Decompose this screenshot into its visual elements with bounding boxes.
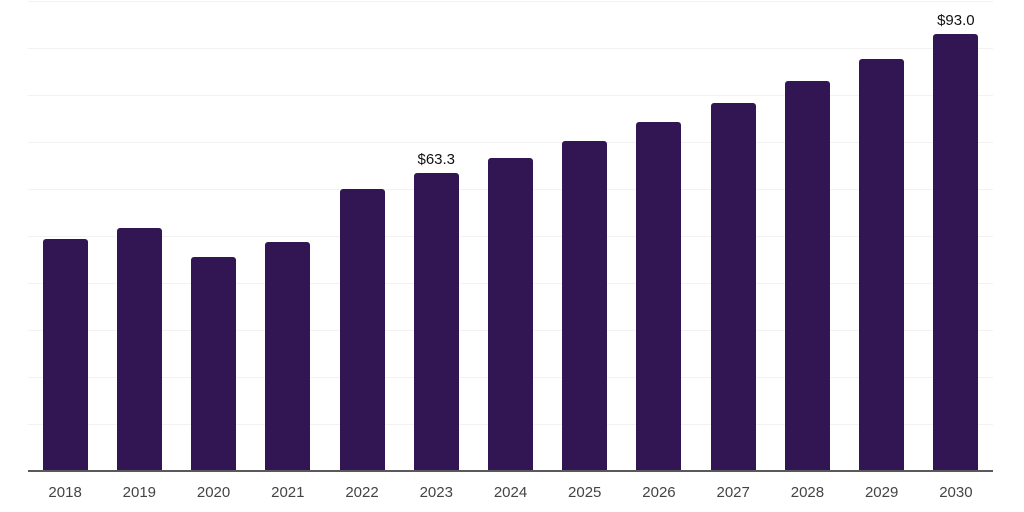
x-tick-label-2019: 2019 [122, 484, 157, 501]
bar-value-label-2023: $63.3 [417, 151, 456, 169]
x-tick-label-2028: 2028 [790, 484, 825, 501]
bar-2024 [488, 157, 533, 471]
bar-2026 [636, 122, 682, 471]
bar-2028 [784, 80, 830, 471]
x-tick-label-2018: 2018 [48, 484, 82, 501]
x-tick-label-2021: 2021 [271, 484, 305, 501]
x-tick-label-2024: 2024 [493, 484, 528, 501]
x-tick-label-2020: 2020 [196, 484, 231, 501]
gridline [28, 142, 993, 143]
gridline [28, 95, 993, 96]
bar-value-label-2030: $93.0 [937, 11, 975, 29]
bar-2020 [191, 257, 237, 471]
x-axis-line [28, 470, 993, 472]
gridline [28, 48, 993, 49]
bar-2018 [42, 239, 88, 471]
x-tick-label-2026: 2026 [642, 484, 676, 501]
bar-2023 [413, 173, 459, 471]
x-tick-label-2025: 2025 [568, 484, 602, 501]
x-tick-label-2029: 2029 [864, 484, 899, 501]
bar-2025 [562, 141, 608, 471]
x-tick-label-2022: 2022 [345, 484, 379, 501]
gridline [28, 1, 993, 2]
x-tick-label-2030: 2030 [939, 484, 973, 501]
bar-2030 [933, 33, 979, 471]
bar-2022 [339, 189, 385, 471]
bar-2027 [710, 102, 756, 471]
x-tick-label-2027: 2027 [716, 484, 750, 501]
x-tick-label-2023: 2023 [419, 484, 453, 501]
bar-2019 [116, 227, 162, 471]
bar-2029 [859, 59, 905, 471]
bar-2021 [265, 241, 311, 471]
